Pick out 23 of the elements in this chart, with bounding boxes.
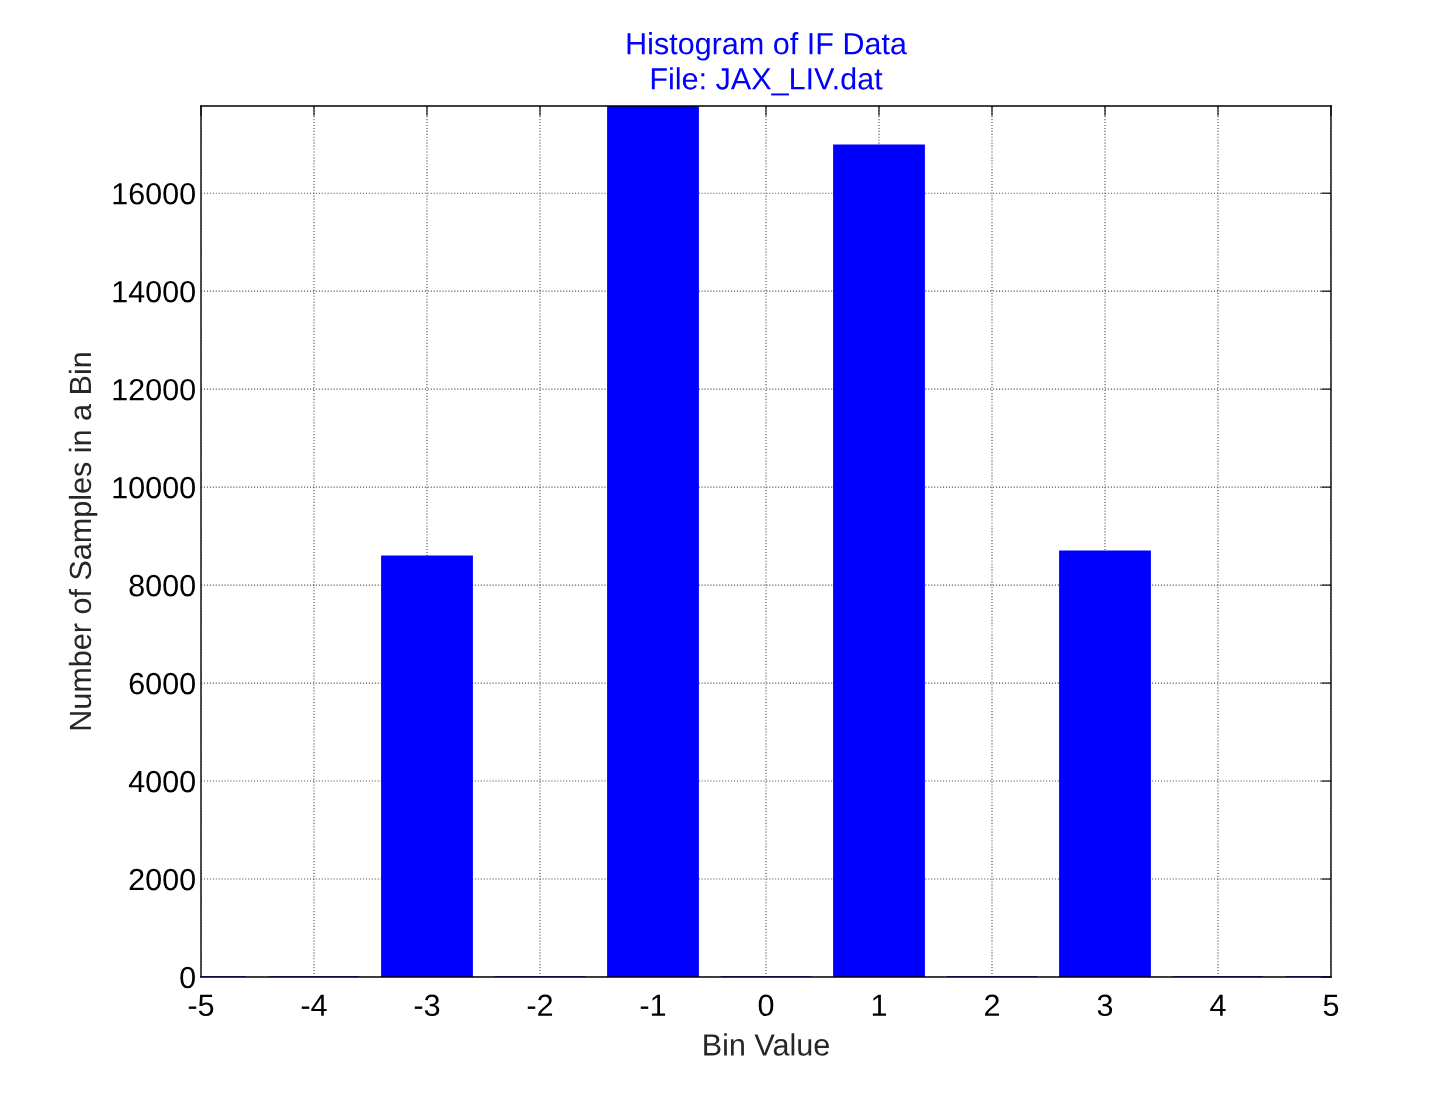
x-tick-label: -3 (414, 994, 440, 1017)
x-tick-label: -5 (188, 994, 214, 1017)
y-axis-title: Number of Samples in a Bin (68, 353, 98, 730)
x-tick-label: 3 (1097, 994, 1113, 1017)
x-tick-label: -2 (527, 994, 553, 1016)
x-tick-label: -4 (301, 994, 327, 1016)
y-tick-label: 10000 (113, 476, 195, 499)
x-tick-label: 2 (985, 994, 999, 1016)
y-tick-label: 16000 (113, 182, 195, 205)
y-tick-label: 0 (180, 966, 195, 989)
x-tick-label: 1 (872, 994, 887, 1016)
y-tick-label: 8000 (129, 574, 195, 597)
x-tick-label: -1 (640, 994, 666, 1016)
x-tick-label: 0 (758, 994, 774, 1017)
y-tick-label: 2000 (129, 868, 195, 891)
y-tick-label: 4000 (128, 770, 195, 793)
x-axis-title: Bin Value (704, 1033, 829, 1056)
y-tick-label: 14000 (113, 280, 195, 303)
chart-title: Histogram of IF Data File: JAX_LIV.dat (627, 32, 907, 96)
x-tick-label: 5 (1323, 994, 1339, 1017)
y-tick-label: 12000 (113, 378, 195, 401)
y-tick-label: 6000 (129, 672, 195, 695)
x-tick-label: 4 (1210, 994, 1226, 1016)
